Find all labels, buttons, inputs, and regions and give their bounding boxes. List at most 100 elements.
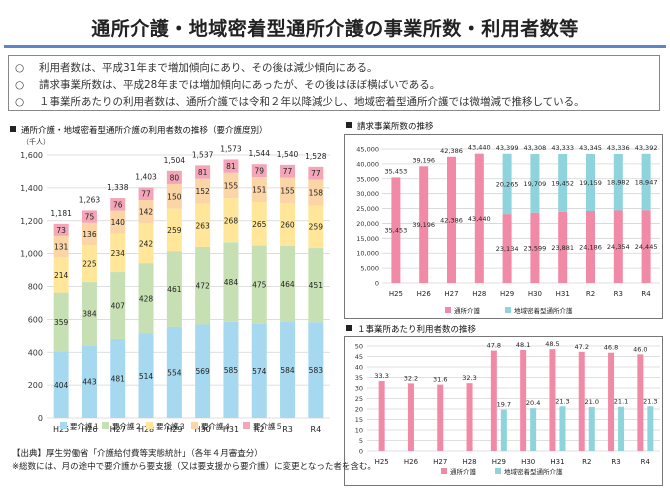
data-label: 18,982 [607,179,630,187]
total-label: 43,336 [607,144,630,152]
bar [407,383,414,451]
bar-segment [138,263,154,334]
data-label: 77 [283,167,293,176]
bar-segment [195,246,211,325]
data-label: 514 [139,372,154,381]
data-label: 47.2 [575,343,589,351]
y-tick-label: 15 [355,416,363,424]
bar-segment [223,198,239,243]
x-tick-label: H31 [223,425,239,434]
bar-segment [81,245,97,283]
summary-text: 利用者数は、平成31年まで増加傾向にあり、その後は減少傾向にある。 [39,62,378,74]
bar-segment [166,326,182,418]
y-tick-label: 30,000 [356,190,379,198]
bar-segment [195,178,211,204]
y-tick-label: 40,000 [356,160,379,168]
square-bullet-icon [10,126,16,132]
bar [608,352,615,451]
bar-segment [81,345,97,418]
data-label: 384 [82,310,97,319]
total-label: 1,544 [249,149,271,158]
bar [618,406,625,451]
x-tick-label: R2 [582,458,591,466]
data-label: 234 [111,249,126,258]
bullet-marker: ○ [15,79,25,91]
data-label: 265 [252,220,267,229]
data-label: 77 [311,169,321,178]
data-label: 259 [167,226,182,235]
y-tick-label: 400 [28,348,43,357]
y-tick-label: 0 [38,414,43,423]
bar-segment [251,323,267,418]
data-label: 263 [195,221,210,230]
data-label: 484 [224,278,239,287]
total-label: 1,504 [164,156,186,165]
x-tick-label: H27 [110,425,126,434]
chart-title-per-office: １事業所あたり利用者数の推移 [346,323,476,335]
data-label: 24,186 [579,243,602,251]
data-label: 32.2 [404,374,418,382]
data-label: 155 [224,181,239,190]
x-tick-label: R2 [586,290,595,298]
bar-segment [308,166,324,180]
bar-segment [53,351,69,418]
data-label: 140 [111,218,126,227]
legend-label: 要介護２ [112,421,142,431]
data-label: 48.1 [516,341,530,349]
y-tick-label: 0 [359,448,363,456]
total-label: 39,196 [412,156,435,164]
bar-segment [447,156,456,283]
y-tick-label: 25,000 [356,205,379,213]
bullet-marker: ○ [15,96,25,108]
y-tick-label: 15,000 [356,235,379,243]
x-tick-label: R4 [641,458,651,466]
data-label: 481 [111,374,126,383]
bar [637,354,644,451]
legend-swatch [191,422,198,429]
bar-segment [110,233,126,273]
y-tick-label: 10 [355,427,363,435]
bar-segment [53,257,69,293]
total-label: 1,403 [135,172,157,181]
x-tick-label: H29 [166,425,182,434]
total-label: 1,263 [79,195,101,204]
legend-swatch [505,307,511,313]
total-label: 1,540 [277,150,299,159]
data-label: 475 [252,281,267,290]
data-label: 46.8 [604,344,618,352]
x-tick-label: H25 [389,290,403,298]
data-label: 35,453 [385,227,408,235]
total-label: 43,399 [496,144,519,152]
data-label: 77 [141,190,151,199]
bar [549,349,556,451]
bar-segment [81,282,97,346]
bar-segment [308,205,324,249]
y-tick-label: 1,000 [20,250,43,259]
summary-text: １事業所あたりの利用者数は、通所介護では令和２年以降減少し、地域密着型通所介護で… [39,96,585,108]
data-label: 23,881 [551,244,574,252]
bar-segment [166,170,182,184]
data-label: 214 [54,271,69,280]
summary-note: ○ 利用者数は、平成31年まで増加傾向にあり、その後は減少傾向にある。 [15,60,377,75]
data-label: 131 [54,243,69,252]
bar-segment [530,154,540,213]
x-tick-label: H29 [492,458,506,466]
total-label: 43,440 [468,144,491,152]
total-label: 43,333 [551,144,574,152]
footnote: ※総数には、月の途中で要介護から要支援（又は要支援から要介護）に変更となった者を… [12,462,376,472]
total-label: 43,392 [635,144,658,152]
bar-segment [251,164,267,178]
bar-segment [391,177,401,283]
total-label: 1,537 [192,150,214,159]
bar-segment [558,153,568,212]
bar-segment [280,322,296,418]
bar-segment [530,212,540,283]
x-tick-label: H30 [521,458,535,466]
data-label: 404 [54,381,69,390]
bar-segment [53,235,69,258]
data-label: 158 [309,188,324,197]
bar-segment [308,248,324,323]
x-tick-label: H30 [528,290,542,298]
data-label: 76 [113,200,123,209]
